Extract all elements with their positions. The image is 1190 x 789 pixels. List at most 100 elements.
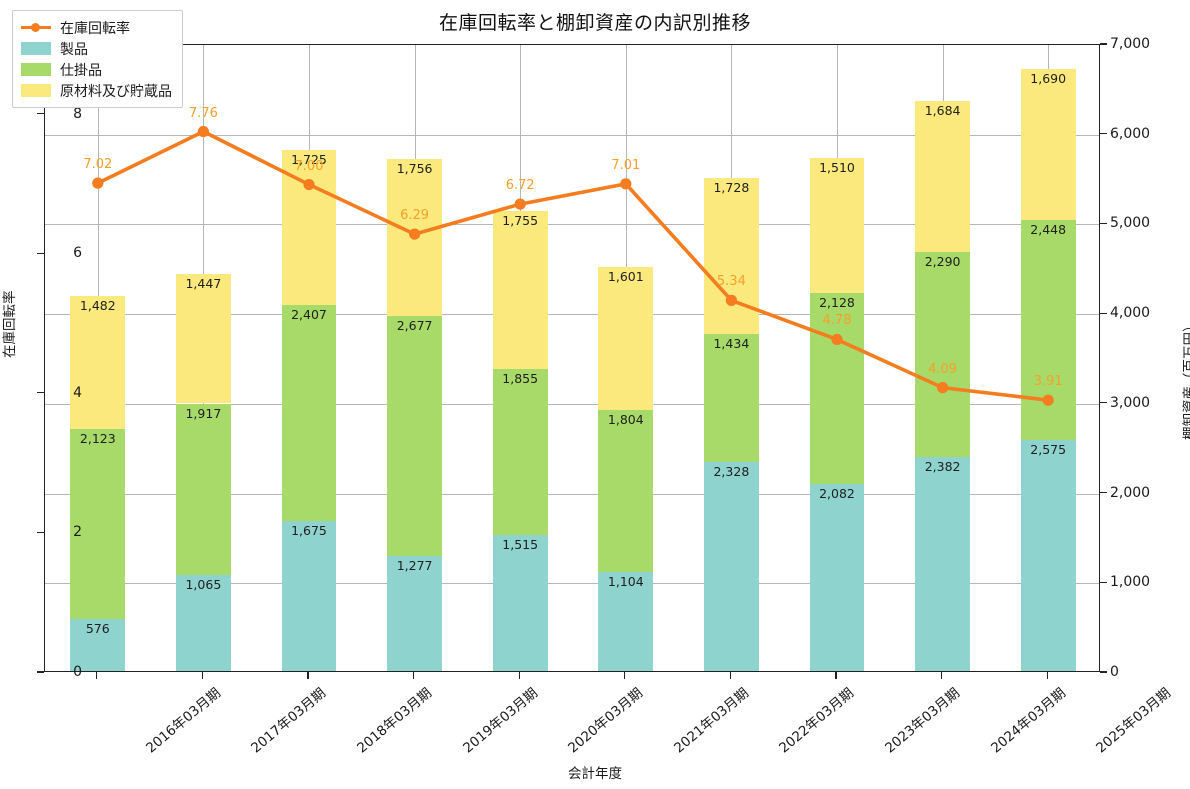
line-marker[interactable] — [620, 178, 632, 190]
y-axis-tick-left: 0 — [73, 664, 82, 680]
x-axis-tick-label: 2022年03月期 — [776, 685, 858, 757]
bar-segment-1[interactable]: 1,434 — [703, 333, 759, 463]
y-axis-tick-right: 5,000 — [1110, 215, 1151, 232]
bar-segment-0[interactable]: 1,104 — [598, 571, 654, 671]
line-value-label: 4.09 — [928, 361, 958, 377]
y-axis-tick-right: 2,000 — [1110, 484, 1151, 501]
legend-line-marker-icon — [21, 21, 51, 34]
line-path — [95, 129, 1051, 402]
line-value-label: 3.91 — [1033, 374, 1063, 390]
y-axis-tick-left: 2 — [73, 524, 82, 541]
x-axis-tick-label: 2019年03月期 — [459, 685, 541, 757]
plot-area: 576 2,123 1,482 1,065 1,917 1,447 1,675 2,407 1,… — [44, 44, 1100, 672]
y-axis-tick-right: 6,000 — [1110, 125, 1151, 142]
line-value-label: 7.01 — [611, 157, 641, 173]
y-axis-tickmark-right — [1100, 581, 1107, 583]
legend-swatch-icon — [21, 84, 51, 97]
legend-item-3[interactable]: 原材料及び貯蔵品 — [21, 80, 172, 101]
y-axis-tickmark-left — [37, 252, 44, 254]
x-axis-tick-label: 2023年03月期 — [882, 685, 963, 757]
line-value-labels: 7.02 7.76 7.00 6.29 6.72 7.01 5.34 4.78 4.09 3.91 — [45, 45, 1099, 671]
line-value-label: 5.34 — [716, 274, 746, 290]
y-axis-tick-right: 7,000 — [1110, 36, 1151, 52]
x-axis-tickmark — [835, 672, 837, 679]
bar-segment-1[interactable]: 2,407 — [281, 304, 337, 521]
legend-swatch-icon — [21, 42, 51, 55]
legend-item-0[interactable]: 在庫回転率 — [21, 17, 172, 38]
line-value-label: 6.72 — [505, 178, 535, 194]
bar-stack[interactable]: 1,515 1,855 1,755 — [492, 211, 548, 671]
x-axis-tickmark — [201, 672, 203, 679]
x-axis-tickmark — [941, 672, 943, 679]
bar-segment-1[interactable]: 1,804 — [598, 410, 654, 572]
gridline-horizontal — [45, 403, 1099, 405]
y-axis-tick-left: 6 — [73, 245, 82, 262]
line-marker[interactable] — [831, 333, 843, 346]
bar-segment-1[interactable]: 2,677 — [387, 316, 443, 557]
x-axis-tick-label: 2020年03月期 — [565, 685, 647, 757]
x-axis-tickmark — [624, 672, 626, 679]
line-value-label: 4.78 — [822, 313, 852, 329]
x-axis-tickmark — [413, 672, 415, 679]
y-axis-tickmark-left — [37, 671, 44, 673]
bar-segment-0[interactable]: 2,575 — [1020, 440, 1076, 671]
line-value-label: 7.00 — [294, 158, 324, 174]
bar-segment-0[interactable]: 1,515 — [492, 535, 548, 671]
y-axis-tickmark-right — [1100, 222, 1107, 225]
chart-title: 在庫回転率と棚卸資産の内訳別推移 — [438, 12, 751, 34]
y-axis-tickmark-right — [1100, 402, 1107, 404]
bar-stack[interactable]: 2,082 2,128 1,510 — [809, 157, 865, 671]
gridline-horizontal — [45, 493, 1099, 495]
legend-item-label: 製品 — [60, 41, 88, 58]
y-axis-tick-left: 8 — [73, 105, 82, 122]
x-axis-tick-label: 2021年03月期 — [670, 685, 752, 757]
y-axis-tickmark-left — [37, 531, 44, 534]
line-marker[interactable] — [409, 228, 421, 240]
gridline-horizontal — [45, 314, 1099, 316]
y-axis-tickmark-right — [1100, 312, 1107, 314]
legend-item-label: 原材料及び貯蔵品 — [60, 83, 172, 100]
line-marker[interactable] — [92, 177, 104, 189]
legend-item-2[interactable]: 仕掛品 — [21, 59, 172, 80]
y-axis-tickmark-right — [1100, 133, 1107, 135]
x-axis-tick-label: 2025年03月期 — [1093, 685, 1175, 757]
line-value-label: 6.29 — [400, 208, 430, 224]
line-marker[interactable] — [303, 178, 315, 191]
x-axis-tickmark — [1046, 672, 1048, 679]
line-marker[interactable] — [1042, 394, 1054, 406]
line-marker[interactable] — [937, 382, 949, 394]
legend-item-label: 在庫回転率 — [60, 20, 130, 37]
chart-legend: 在庫回転率製品仕掛品原材料及び貯蔵品 — [12, 10, 183, 108]
bar-stack[interactable]: 1,104 1,804 1,601 — [598, 266, 654, 671]
line-value-label: 7.76 — [188, 105, 218, 121]
y-axis-tickmark-right — [1100, 491, 1107, 494]
line-marker[interactable] — [725, 294, 738, 306]
bar-segment-2[interactable]: 1,601 — [598, 266, 654, 411]
y-axis-label-right: 棚卸資産（百万円） — [1182, 318, 1190, 441]
y-axis-tick-right: 3,000 — [1110, 394, 1151, 411]
bar-segment-1[interactable]: 2,123 — [70, 428, 126, 620]
line-value-label: 7.02 — [83, 157, 113, 173]
gridline-horizontal — [45, 224, 1099, 226]
legend-item-label: 仕掛品 — [60, 62, 102, 79]
bar-segment-2[interactable]: 1,510 — [809, 157, 865, 294]
line-marker[interactable] — [197, 125, 209, 138]
x-axis-tickmark — [96, 672, 98, 679]
x-axis-tickmark — [518, 672, 520, 679]
y-axis-tick-left: 4 — [73, 384, 82, 401]
line-marker[interactable] — [514, 198, 526, 210]
x-axis-tickmark — [307, 672, 309, 679]
gridline-horizontal — [45, 583, 1099, 585]
y-axis-tickmark-right — [1100, 671, 1107, 673]
x-axis-tick-label: 2018年03月期 — [354, 685, 435, 757]
line-series-svg — [92, 125, 1054, 406]
x-axis-label: 会計年度 — [568, 766, 622, 782]
x-axis-tick-label: 2024年03月期 — [987, 685, 1069, 757]
y-axis-tickmark-left — [37, 392, 44, 394]
x-axis-tick-label: 2017年03月期 — [248, 685, 330, 757]
legend-item-1[interactable]: 製品 — [21, 38, 172, 59]
y-axis-tick-right: 4,000 — [1110, 305, 1151, 322]
y-axis-tick-right: 1,000 — [1110, 574, 1151, 591]
x-axis-tick-label: 2016年03月期 — [142, 685, 224, 757]
